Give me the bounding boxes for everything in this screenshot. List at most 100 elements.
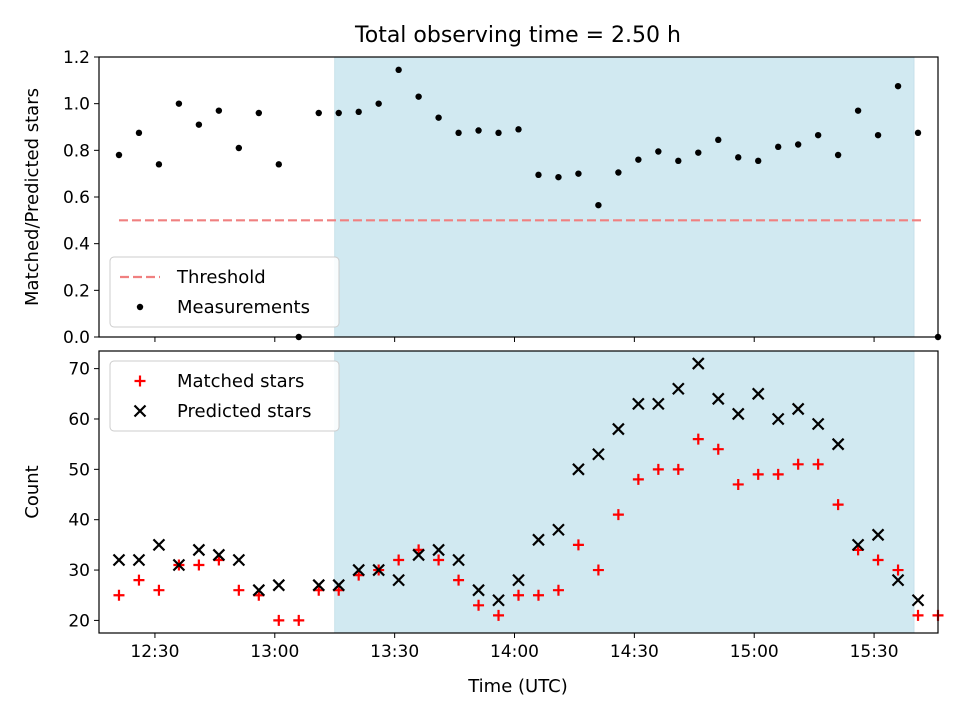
bottom-panel-marks [112, 357, 944, 626]
measurements-point [735, 154, 742, 161]
legend-label: Predicted stars [177, 401, 311, 422]
measurements-point [595, 201, 602, 209]
measurements-point [475, 127, 482, 134]
legend-marker-swatch [134, 375, 146, 387]
measurements-point [235, 144, 243, 152]
predicted-stars-point [612, 422, 625, 436]
matched-stars-point [473, 599, 485, 611]
measurements-point [615, 169, 622, 176]
predicted-stars-point [632, 397, 645, 411]
measurements-point [914, 129, 922, 137]
matched-stars-point [493, 609, 505, 621]
y-tick-label: 20 [68, 611, 90, 631]
predicted-stars-point [512, 573, 525, 587]
measurements-point [854, 107, 862, 114]
measurements-point [535, 171, 542, 179]
predicted-stars-point [891, 573, 905, 587]
predicted-stars-point [332, 578, 345, 592]
legend-label: Matched stars [177, 371, 304, 392]
predicted-stars-point [592, 447, 605, 461]
y-tick-label: 60 [68, 410, 90, 430]
measurements-point [355, 108, 362, 116]
legend-box [109, 360, 340, 432]
predicted-stars-point [692, 357, 705, 370]
predicted-stars-point [831, 437, 845, 451]
matched-stars-point [892, 564, 904, 576]
matched-stars-point [692, 433, 704, 445]
predicted-stars-point [791, 402, 805, 416]
matched-stars-point [193, 559, 205, 571]
bottom-y-axis-label: Count [22, 465, 43, 518]
predicted-stars-point [771, 412, 785, 426]
legend-box [109, 256, 340, 328]
matched-stars-point [772, 468, 784, 480]
matched-stars-point [393, 554, 405, 566]
measurements-point [834, 151, 842, 159]
x-axis-label: Time (UTC) [467, 676, 568, 697]
predicted-stars-point [172, 558, 186, 572]
legend-marker-swatch [136, 303, 144, 311]
x-tick-label: 14:00 [490, 642, 539, 662]
predicted-stars-point [811, 417, 825, 431]
predicted-stars-point [392, 573, 405, 587]
observing-span-shade [334, 56, 915, 338]
y-tick-label: 70 [68, 360, 90, 380]
x-tick-label: 12:30 [130, 642, 179, 662]
measurements-point [794, 141, 802, 148]
matched-stars-point [592, 564, 604, 576]
measurements-point [675, 157, 682, 165]
x-tick-label: 15:00 [730, 642, 779, 662]
predicted-stars-point [112, 553, 126, 567]
predicted-stars-point [672, 382, 685, 396]
predicted-stars-point [352, 563, 365, 577]
measurements-point [655, 148, 662, 155]
predicted-stars-point [412, 548, 425, 562]
x-tick-label: 13:30 [370, 642, 419, 662]
predicted-stars-point [192, 543, 206, 557]
predicted-stars-point [272, 578, 286, 592]
predicted-stars-point [751, 387, 765, 401]
measurements-point [395, 66, 402, 74]
predicted-stars-point [252, 583, 266, 597]
top-y-axis-label: Matched/Predicted stars [22, 88, 43, 306]
predicted-stars-point [452, 553, 465, 567]
matched-stars-point [792, 458, 804, 470]
measurements-point [455, 129, 462, 137]
y-tick-label: 30 [68, 561, 90, 581]
matched-stars-point [632, 473, 644, 485]
bottom-panel-ticks: 20 30 40 50 60 70 12:30 13:00 13:30 14:00 14:30 15:… [68, 360, 898, 662]
predicted-stars-point [851, 538, 865, 552]
measurements-point [195, 121, 203, 128]
matched-stars-point [732, 478, 744, 490]
y-tick-label: 50 [68, 460, 90, 480]
measurements-point [814, 131, 822, 139]
x-tick-label: 15:30 [850, 642, 899, 662]
y-tick-label: 0.8 [63, 141, 90, 161]
predicted-stars-point [871, 528, 885, 542]
x-tick-label: 13:00 [250, 642, 299, 662]
y-tick-label: 0.6 [63, 188, 90, 208]
matched-stars-point [812, 458, 824, 470]
y-tick-label: 40 [68, 511, 90, 531]
top-panel-marks [115, 66, 942, 341]
x-tick-label: 14:30 [610, 642, 659, 662]
matched-stars-point [672, 463, 684, 475]
measurements-point [435, 114, 442, 121]
top-legend: Threshold Measurements [109, 256, 340, 328]
predicted-stars-point [132, 553, 146, 567]
predicted-stars-point [731, 407, 745, 421]
y-tick-label: 0.2 [63, 281, 90, 301]
measurements-point [635, 156, 642, 163]
measurements-point [135, 129, 143, 137]
matched-stars-point [153, 584, 165, 596]
matched-stars-point [113, 589, 125, 601]
measurements-point [155, 161, 163, 168]
y-tick-label: 1.2 [63, 48, 90, 68]
y-tick-label: 0.0 [63, 328, 90, 348]
predicted-stars-point [372, 563, 385, 577]
y-tick-label: 1.0 [63, 95, 90, 115]
matched-stars-point [912, 609, 924, 621]
top-panel-frame [98, 56, 939, 338]
bottom-panel: 20 30 40 50 60 70 12:30 13:00 13:30 14:00 14:30 15:… [22, 350, 944, 697]
